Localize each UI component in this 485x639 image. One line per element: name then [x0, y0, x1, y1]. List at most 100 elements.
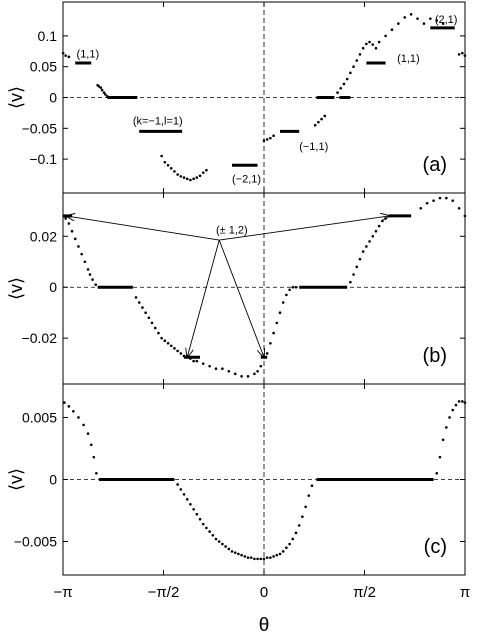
data-point — [195, 359, 199, 363]
data-point — [246, 556, 250, 559]
x-tick-label: π/2 — [353, 584, 376, 601]
data-point — [195, 512, 199, 516]
data-point — [381, 219, 384, 223]
data-point — [269, 556, 272, 559]
data-point — [67, 55, 71, 59]
data-point — [237, 552, 240, 556]
data-point — [214, 537, 218, 541]
data-point — [233, 551, 237, 554]
data-point — [179, 352, 183, 355]
data-point — [422, 22, 426, 25]
data-point — [86, 432, 90, 435]
data-point — [288, 542, 291, 546]
data-point — [102, 91, 106, 94]
data-point — [173, 347, 176, 350]
data-point — [297, 524, 301, 527]
data-point — [355, 59, 359, 62]
data-point — [192, 359, 195, 363]
data-point — [281, 550, 285, 553]
data-point — [419, 206, 423, 210]
data-point — [365, 42, 368, 46]
data-point — [224, 545, 227, 548]
data-point — [317, 120, 320, 124]
data-point — [88, 273, 92, 276]
data-point — [192, 507, 195, 511]
data-point — [189, 503, 192, 506]
data-point — [211, 534, 215, 537]
data-point — [365, 245, 368, 248]
annotation-arrow — [218, 239, 264, 357]
data-point — [166, 163, 170, 167]
data-point — [461, 400, 464, 403]
data-point — [448, 416, 451, 419]
y-tick-label: 0.1 — [38, 28, 58, 44]
data-point — [157, 331, 160, 335]
annotation-label: (± 1,2) — [216, 225, 248, 237]
y-axis-label: ⟨v⟩ — [6, 86, 26, 109]
panel-a: 0.1 0.05 0 −0.05 −0.1 ⟨v⟩ (1,1) (k=−1,l=1) (−2,1… — [6, 1, 467, 194]
data-point — [288, 288, 291, 292]
data-point — [259, 557, 263, 561]
data-point — [441, 22, 445, 25]
data-point — [272, 331, 275, 335]
annotation-label: (k=−1,l=1) — [133, 116, 183, 128]
data-point — [256, 369, 259, 373]
data-point — [195, 176, 199, 179]
data-point — [425, 201, 429, 205]
data-point — [457, 400, 461, 403]
data-point — [445, 196, 448, 200]
data-point — [89, 443, 93, 447]
data-point — [77, 245, 80, 248]
data-point — [185, 177, 189, 181]
data-point — [345, 77, 349, 81]
data-point — [361, 46, 365, 50]
data-point — [275, 321, 279, 325]
data-point — [227, 547, 231, 551]
data-point — [265, 352, 269, 355]
y-tick-label: −0.1 — [29, 151, 57, 167]
data-point — [137, 301, 141, 304]
data-point — [397, 22, 400, 25]
data-point — [104, 93, 107, 96]
data-point — [83, 260, 87, 264]
x-tick-label: 0 — [260, 584, 268, 601]
data-point — [70, 229, 74, 233]
data-point — [82, 423, 85, 427]
y-tick-label: −0.005 — [14, 534, 57, 550]
data-point — [61, 51, 65, 55]
data-point — [160, 154, 163, 158]
data-point — [278, 311, 282, 314]
annotation-arrow — [219, 216, 389, 241]
data-point — [384, 34, 387, 38]
annotation-label: (−2,1) — [232, 174, 261, 186]
y-tick-label: 0 — [49, 90, 57, 106]
data-point — [432, 199, 435, 202]
data-point — [243, 555, 247, 558]
panel-label: (b) — [423, 345, 447, 367]
data-point — [384, 217, 387, 220]
data-point — [217, 540, 221, 543]
data-point — [185, 498, 189, 501]
data-point — [349, 71, 352, 75]
data-point — [92, 455, 96, 459]
data-point — [278, 552, 282, 556]
data-point — [189, 178, 192, 182]
data-point — [134, 296, 138, 299]
data-point — [153, 326, 157, 330]
data-point — [272, 134, 275, 137]
annotation-arrow — [66, 216, 220, 241]
y-tick-label: 0.005 — [22, 409, 57, 425]
data-point — [272, 555, 275, 558]
annotation-label: (−1,1) — [299, 141, 328, 153]
data-point — [205, 168, 208, 172]
data-point — [463, 401, 467, 404]
data-point — [67, 222, 71, 225]
data-point — [63, 401, 66, 404]
data-point — [451, 199, 455, 202]
data-point — [99, 86, 103, 89]
x-axis-label: θ — [259, 615, 270, 636]
data-point — [377, 224, 381, 228]
data-point — [349, 280, 352, 284]
data-point — [176, 173, 179, 176]
